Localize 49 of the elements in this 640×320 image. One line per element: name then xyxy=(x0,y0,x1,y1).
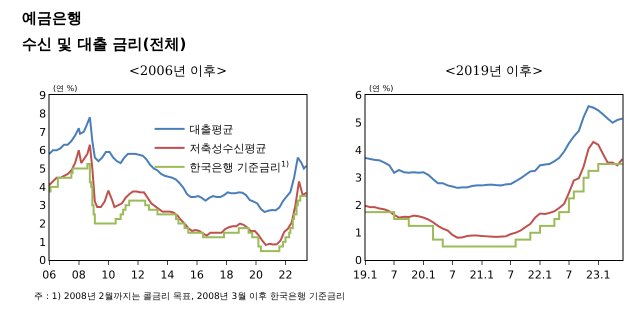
y-axis-title: (연 %) xyxy=(53,84,78,93)
y-tick-label: 4 xyxy=(39,180,46,194)
line-series xyxy=(49,116,306,214)
chart-title: <2006년 이후> xyxy=(129,64,228,79)
y-tick-label: 4 xyxy=(355,144,362,158)
x-tick-label: 7 xyxy=(565,268,572,282)
y-tick-label: 3 xyxy=(39,199,46,212)
y-tick-label: 2 xyxy=(39,217,46,230)
y-tick-label: 1 xyxy=(39,236,46,249)
line-series xyxy=(365,140,622,239)
x-tick-label: 20 xyxy=(248,268,263,282)
x-tick-label: 06 xyxy=(42,268,56,282)
x-tick-label: 21.1 xyxy=(470,268,494,282)
x-tick-label: 08 xyxy=(72,268,86,282)
y-tick-label: 6 xyxy=(39,144,46,158)
x-tick-label: 7 xyxy=(448,268,456,282)
y-tick-label: 2 xyxy=(355,199,362,212)
x-tick-label: 19.1 xyxy=(353,268,378,282)
x-tick-label: 10 xyxy=(101,268,116,282)
x-tick-label: 23.1 xyxy=(586,268,611,282)
y-tick-label: 3 xyxy=(355,172,362,185)
y-tick-label: 8 xyxy=(39,107,46,120)
x-tick-label: 14 xyxy=(160,268,174,282)
x-tick-label: 20.1 xyxy=(411,268,436,282)
x-tick-label: 16 xyxy=(190,268,204,282)
x-tick-label: 18 xyxy=(219,268,234,282)
legend-label: 한국은행 기준금리$^{1)}$ xyxy=(190,160,289,174)
y-tick-label: 9 xyxy=(39,89,46,102)
x-tick-label: 7 xyxy=(507,268,514,282)
legend-label: 대출평균 xyxy=(190,123,234,136)
chart-title: <2019년 이후> xyxy=(445,64,544,79)
x-tick-label: 22.1 xyxy=(528,268,552,282)
y-tick-label: 1 xyxy=(355,226,362,240)
text: 예금은행 xyxy=(22,9,82,27)
legend-label: 저축성수신평균 xyxy=(190,142,267,156)
y-tick-label: 0 xyxy=(355,254,362,268)
line-series xyxy=(365,105,622,189)
y-tick-label: 5 xyxy=(39,162,46,176)
x-tick-label: 12 xyxy=(130,268,145,282)
y-axis-title: (연 %) xyxy=(369,84,394,93)
y-tick-label: 7 xyxy=(39,126,46,139)
y-tick-label: 5 xyxy=(355,116,362,130)
x-tick-label: 22 xyxy=(278,268,293,282)
x-tick-label: 7 xyxy=(390,268,398,282)
text: 주 : 1) 2008년 2월까지는 콜금리 목표, 2008년 3월 이후 한국은행 기준금리 xyxy=(34,292,345,302)
line-series xyxy=(49,144,306,246)
y-tick-label: 0 xyxy=(39,254,46,268)
text: 수신 및 대출 금리(전체) xyxy=(22,35,186,53)
y-tick-label: 6 xyxy=(355,89,362,102)
